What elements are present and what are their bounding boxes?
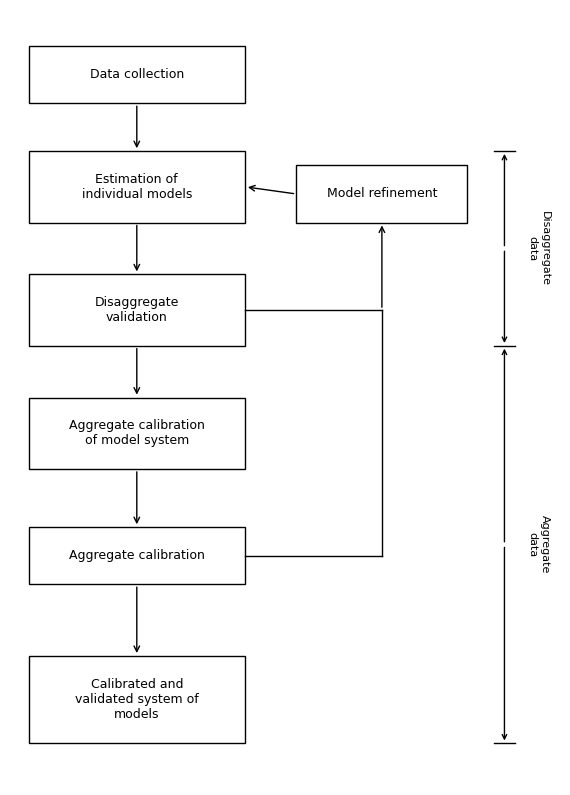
Text: Aggregate
data: Aggregate data [528, 515, 549, 574]
Text: Aggregate calibration
of model system: Aggregate calibration of model system [69, 419, 205, 448]
Text: Estimation of
individual models: Estimation of individual models [82, 173, 192, 201]
Text: Data collection: Data collection [89, 68, 184, 81]
Bar [28, 527, 245, 584]
Text: Disaggregate
validation: Disaggregate validation [95, 296, 179, 324]
Bar [296, 165, 467, 223]
Bar [28, 151, 245, 223]
Bar [28, 656, 245, 743]
Text: Disaggregate
data: Disaggregate data [528, 211, 549, 286]
Bar [28, 398, 245, 469]
Bar [28, 46, 245, 103]
Text: Aggregate calibration: Aggregate calibration [69, 549, 205, 562]
Bar [28, 274, 245, 346]
Text: Model refinement: Model refinement [327, 188, 437, 200]
Text: Calibrated and
validated system of
models: Calibrated and validated system of model… [75, 678, 199, 721]
